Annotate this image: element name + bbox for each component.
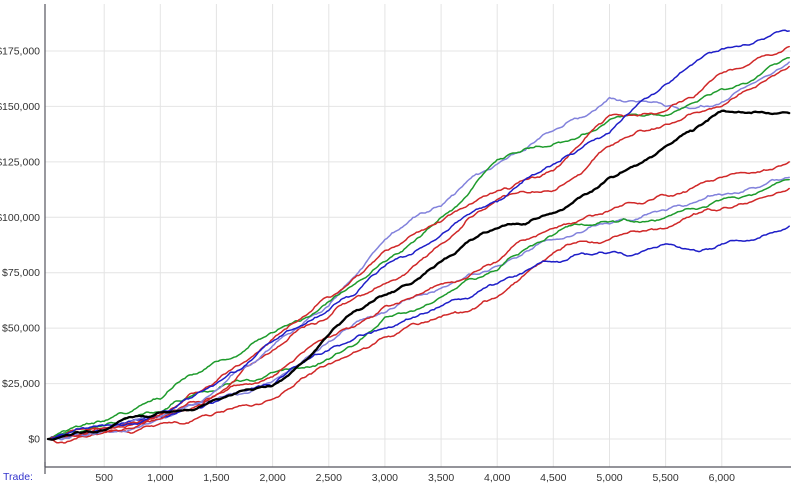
x-tick-label: 5,500 xyxy=(652,472,678,484)
y-tick-label: $100,000 xyxy=(0,212,40,224)
series-line-red-1 xyxy=(47,45,790,440)
x-tick-label: 3,000 xyxy=(372,472,398,484)
y-tick-label: $125,000 xyxy=(0,156,40,168)
y-tick-label: $0 xyxy=(28,434,40,446)
x-tick-label: 4,000 xyxy=(484,472,510,484)
series-line-red-4 xyxy=(47,187,790,440)
x-axis-tick-labels: 500 1,000 1,500 2,000 2,500 3,000 3,500 4,000 4,… xyxy=(95,472,735,484)
series-line-violet-1 xyxy=(47,61,790,441)
series-lines xyxy=(46,29,791,444)
series-line-black xyxy=(46,109,791,441)
y-tick-label: $150,000 xyxy=(0,101,40,113)
series-line-blue-1 xyxy=(47,29,790,440)
x-tick-label: 2,000 xyxy=(259,472,285,484)
x-tick-label: 3,500 xyxy=(428,472,454,484)
x-tick-label: 1,500 xyxy=(203,472,229,484)
series-line-green-2 xyxy=(47,178,790,440)
y-tick-label: $50,000 xyxy=(2,323,40,335)
series-line-red-3 xyxy=(47,161,790,440)
x-tick-label: 2,500 xyxy=(316,472,342,484)
y-tick-label: $175,000 xyxy=(0,46,40,58)
series-line-green-1 xyxy=(47,56,790,440)
x-tick-label: 5,000 xyxy=(596,472,622,484)
series-line-red-2 xyxy=(47,65,790,444)
series-line-blue-2 xyxy=(47,225,790,440)
axes xyxy=(44,4,791,474)
x-tick-label: 500 xyxy=(95,472,113,484)
x-tick-label: 6,000 xyxy=(709,472,735,484)
y-tick-label: $25,000 xyxy=(2,378,40,390)
y-tick-label: $75,000 xyxy=(2,267,40,279)
x-tick-label: 4,500 xyxy=(540,472,566,484)
gridlines xyxy=(45,4,791,467)
y-axis-tick-labels: $0 $25,000 $50,000 $75,000 $100,000 $125,000 $… xyxy=(0,46,40,446)
x-tick-label: 1,000 xyxy=(147,472,173,484)
x-axis-title: Trade: xyxy=(3,471,33,483)
